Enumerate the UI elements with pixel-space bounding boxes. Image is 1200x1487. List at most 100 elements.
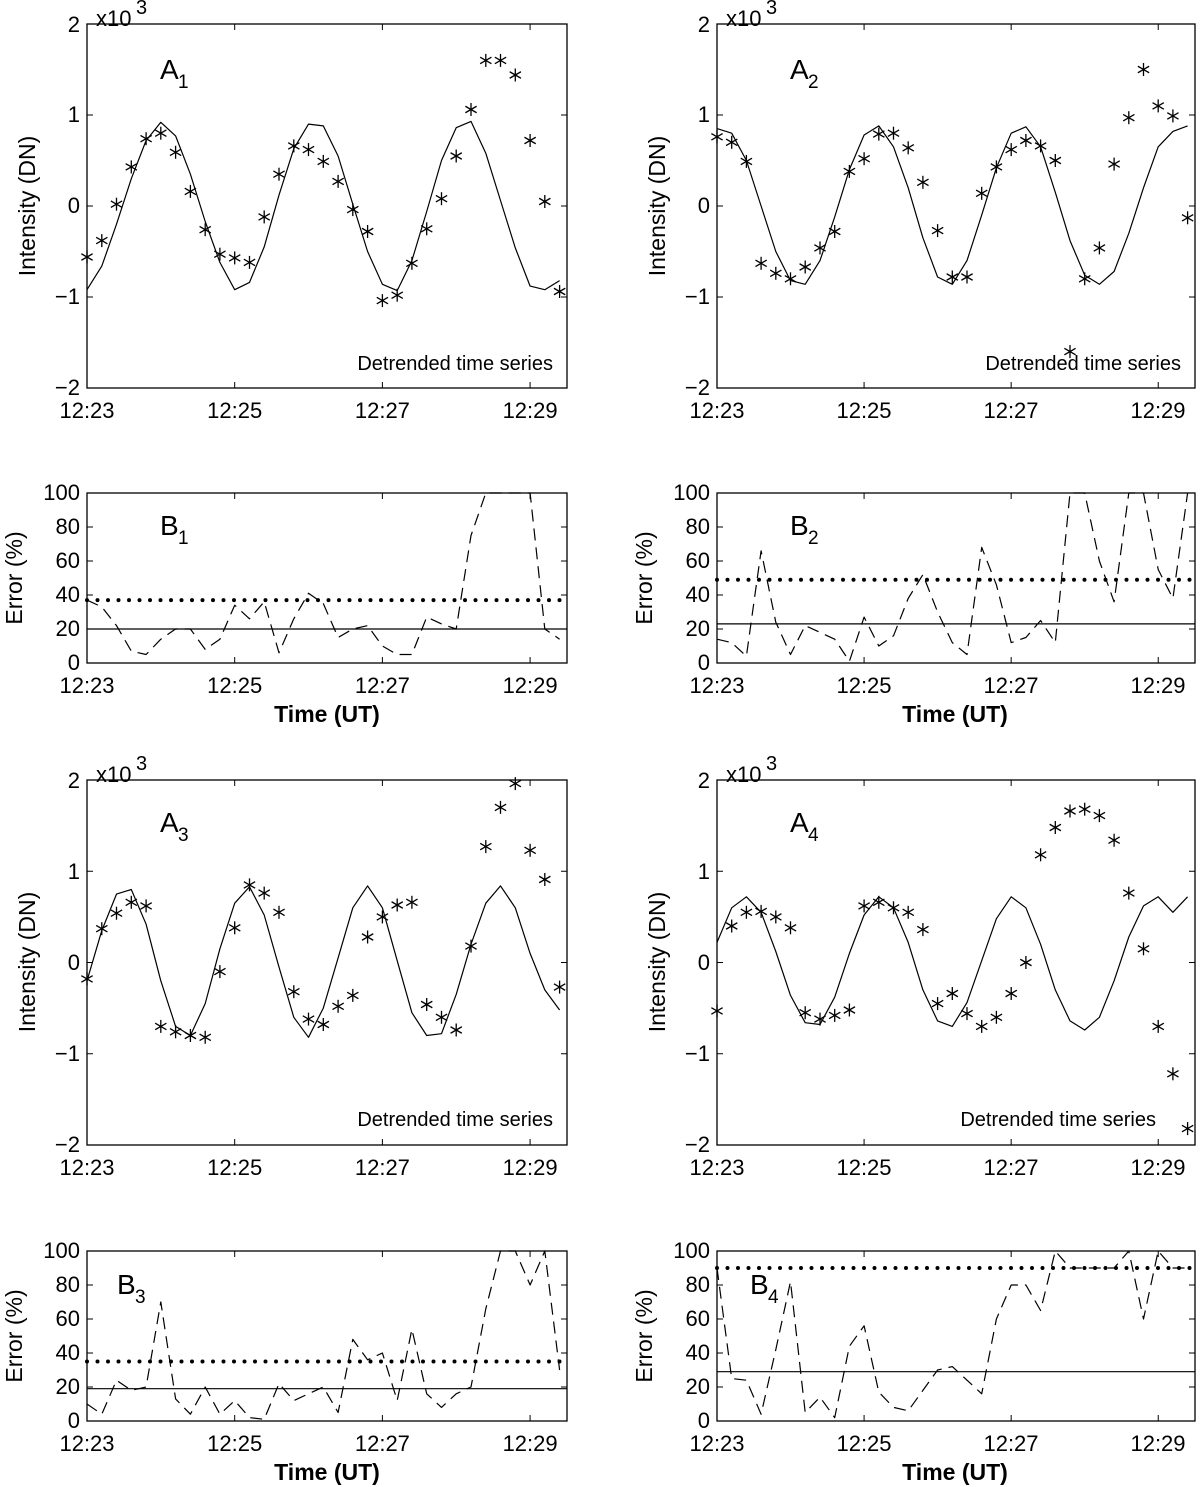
data-point-asterisk [711,1004,723,1018]
y-axis-label: Intensity (DN) [14,136,40,277]
data-point-asterisk [538,873,551,886]
asterisk-stroke [391,291,404,300]
data-point-asterisk [725,135,738,149]
scale-factor-exponent: 3 [136,753,147,775]
ytick-label: 100 [43,1238,80,1263]
data-point-asterisk [524,134,537,147]
scale-factor-exponent: 3 [136,0,147,19]
axes-frame [716,23,1196,389]
data-point-asterisk [725,919,738,933]
axes-frame [86,1250,568,1422]
fit-curve-solid [86,885,561,1038]
asterisk-stroke [975,189,988,198]
asterisk-stroke [1108,836,1121,845]
data-point-asterisk [494,800,507,814]
data-point-asterisk [990,1010,1003,1024]
ytick-label: 0 [68,1408,80,1433]
asterisk-stroke [405,898,418,907]
panel-label: A [790,807,809,838]
data-point-asterisk [538,195,551,208]
asterisk-stroke [975,1022,988,1031]
asterisk-stroke [1049,823,1062,832]
data-point-asterisk [494,53,507,67]
data-point-asterisk [814,1012,826,1026]
asterisk-stroke [258,213,271,221]
asterisk-stroke [140,134,153,143]
asterisk-stroke [287,987,300,996]
ytick-label: 0 [698,950,710,975]
asterisk-stroke [1166,112,1179,120]
ytick-label: 80 [686,1272,710,1297]
data-point-asterisk [858,152,871,166]
data-point-asterisk [479,840,492,854]
asterisk-stroke [1078,274,1091,283]
panel-label-subscript: 2 [808,528,819,549]
xtick-label: 12:27 [355,1155,410,1180]
xtick-label: 12:29 [1130,1431,1185,1456]
panel-label: A [790,54,809,85]
annotation: Detrended time series [985,353,1181,375]
ytick-label: 100 [43,480,80,505]
data-point-asterisk [465,103,477,116]
data-point-asterisk [317,154,330,168]
asterisk-stroke [243,881,256,889]
asterisk-stroke [769,913,782,921]
asterisk-stroke [916,178,929,187]
data-point-asterisk [273,905,285,919]
asterisk-stroke [228,254,241,262]
xtick-label: 12:23 [689,673,744,698]
data-point-asterisk [110,906,123,920]
axes-frame [716,492,1196,664]
annotation: Detrended time series [357,1109,553,1131]
xtick-label: 12:27 [983,673,1038,698]
asterisk-stroke [961,1009,973,1018]
y-axis-label: Error (%) [1,1289,27,1382]
ytick-label: −1 [55,284,80,309]
asterisk-stroke [154,129,167,138]
panel-B1: 0 20 40 60 80 100 12:23 12:25 12:27 12:2… [1,480,569,727]
data-point-asterisk [524,843,537,857]
data-point-asterisk [154,126,167,140]
asterisk-stroke [465,942,477,950]
data-point-asterisk [140,132,153,146]
asterisk-stroke [990,1013,1003,1022]
asterisk-stroke [524,136,537,145]
scale-factor: x10 [726,762,761,787]
x-axis-label: Time (UT) [902,1459,1008,1485]
data-point-asterisk [1093,809,1106,823]
data-point-asterisk [1181,211,1194,225]
x-axis-label: Time (UT) [274,701,380,727]
asterisk-stroke [154,1022,167,1031]
asterisk-stroke [1093,811,1106,820]
ytick-label: −2 [685,1132,710,1157]
ytick-label: 40 [686,582,710,607]
scale-factor: x10 [96,6,131,31]
asterisk-stroke [361,227,374,236]
ytick-label: 0 [698,650,710,675]
asterisk-stroke [799,1008,812,1017]
fit-curve-solid [716,125,1188,285]
asterisk-stroke [287,142,300,150]
axes-frame [716,1250,1196,1422]
y-axis-label: Error (%) [631,531,657,624]
axes-frame [86,492,568,664]
panel-A3: −2 −1 0 1 2 12:23 12:25 12:27 12:29 Inte… [14,753,568,1180]
error-series-dashed [716,1250,1188,1419]
xtick-label: 12:29 [1130,398,1185,423]
asterisk-stroke [1122,889,1135,897]
asterisk-stroke [1078,805,1091,814]
ytick-label: 1 [698,102,710,127]
y-axis-label: Error (%) [1,531,27,624]
asterisk-stroke [1064,807,1076,815]
asterisk-stroke [509,779,522,788]
data-point-asterisk [317,1018,330,1031]
data-point-asterisk [405,256,418,270]
asterisk-stroke [317,157,330,166]
data-point-asterisk [346,203,359,217]
data-point-asterisk [916,175,929,189]
asterisk-stroke [95,236,108,245]
asterisk-stroke [169,1027,182,1036]
data-point-asterisk [902,905,915,919]
ytick-label: 2 [698,12,710,37]
panel-label: B [750,1269,769,1300]
